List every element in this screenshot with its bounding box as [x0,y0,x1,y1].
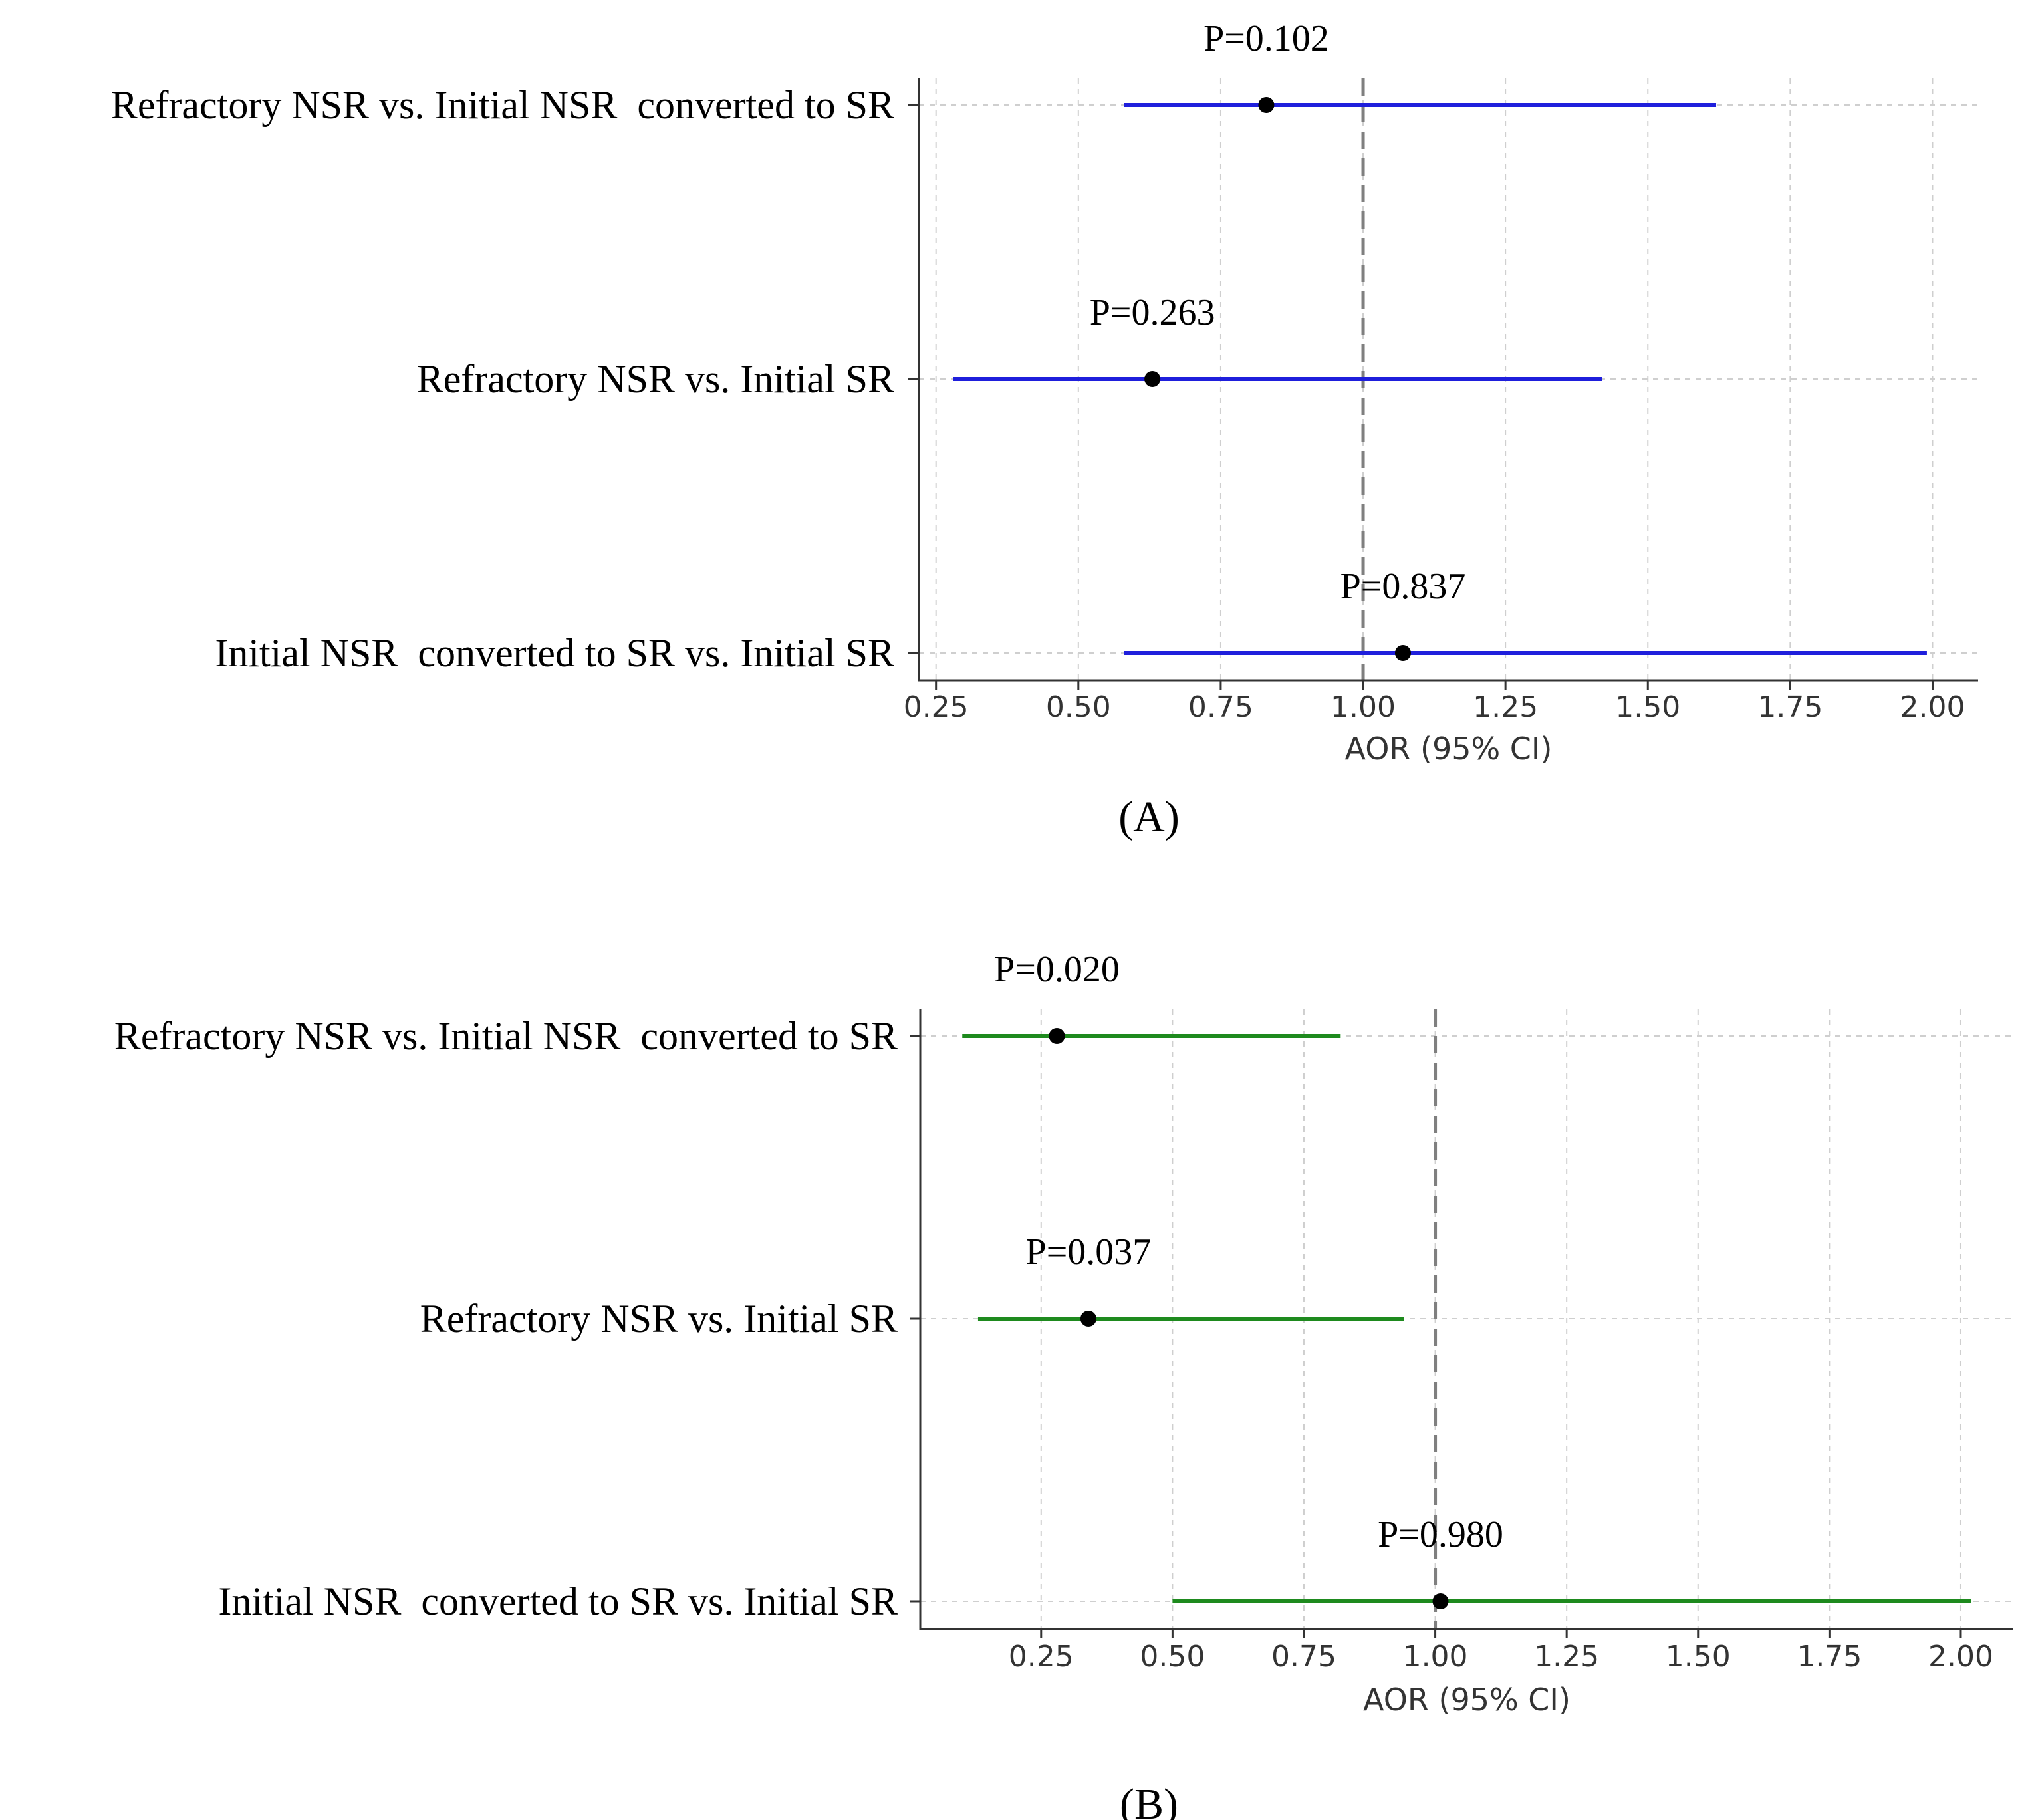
aor-point [1080,1311,1096,1327]
row-label: Initial NSR converted to SR vs. Initial … [218,1579,898,1623]
x-tick-label: 2.00 [1928,1640,1993,1674]
panel-label: (A) [1118,793,1180,841]
x-tick-label: 0.50 [1140,1640,1205,1674]
x-tick-label: 1.50 [1615,690,1680,724]
panel-label: (B) [1120,1780,1178,1820]
aor-point [1049,1028,1065,1044]
p-value-label: P=0.020 [994,949,1120,990]
x-tick-label: 1.50 [1666,1640,1731,1674]
x-axis-label: AOR (95% CI) [1363,1682,1571,1718]
x-tick-label: 0.25 [1009,1640,1074,1674]
axis-frame [919,1009,2013,1630]
p-value-label: P=0.980 [1378,1514,1503,1555]
panel-a-chart: 0.25 0.50 0.75 1.00 1.25 1.50 1.75 2.00 Refracto… [111,18,1978,841]
aor-point [1432,1593,1449,1609]
p-value-label: P=0.837 [1340,566,1466,607]
row-label: Initial NSR converted to SR vs. Initial … [215,631,894,675]
x-tick-label: 1.25 [1473,690,1538,724]
row-label: Refractory NSR vs. Initial NSR converted… [111,83,894,127]
x-tick-label: 1.75 [1757,690,1823,724]
aor-point [1258,97,1275,113]
x-axis-label: AOR (95% CI) [1345,731,1553,767]
x-tick-label: 0.50 [1046,690,1111,724]
x-tick-label: 2.00 [1900,690,1965,724]
aor-point [1144,371,1161,387]
row-label: Refractory NSR vs. Initial SR [420,1297,898,1341]
x-tick-label: 1.25 [1534,1640,1599,1674]
p-value-label: P=0.263 [1090,292,1215,333]
x-tick-label: 0.75 [1271,1640,1336,1674]
p-value-label: P=0.037 [1026,1232,1152,1273]
x-tick-label: 1.75 [1797,1640,1862,1674]
aor-point [1394,645,1411,661]
x-tick-label: 0.25 [904,690,969,724]
x-tick-label: 0.75 [1188,690,1253,724]
axis-frame [918,78,1978,682]
panel-b-chart: 0.25 0.50 0.75 1.00 1.25 1.50 1.75 2.00 Refracto… [114,949,2013,1820]
p-value-label: P=0.102 [1203,18,1329,59]
row-label: Refractory NSR vs. Initial SR [417,357,894,401]
x-tick-label: 1.00 [1403,1640,1468,1674]
x-tick-label: 1.00 [1330,690,1396,724]
row-label: Refractory NSR vs. Initial NSR converted… [114,1014,898,1058]
